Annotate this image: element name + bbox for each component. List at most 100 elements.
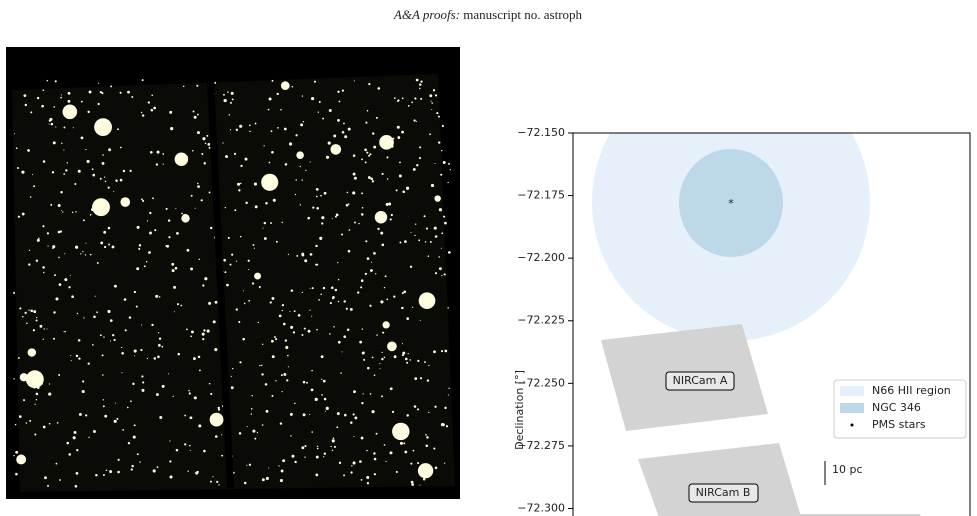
star — [88, 436, 90, 439]
star — [16, 454, 27, 465]
star — [425, 227, 429, 230]
star — [406, 414, 409, 417]
star — [243, 302, 246, 305]
star — [60, 96, 63, 99]
star — [377, 87, 381, 90]
star — [331, 218, 333, 220]
star — [206, 329, 210, 333]
star — [190, 267, 194, 271]
star — [285, 345, 289, 349]
star — [444, 406, 447, 410]
star — [364, 148, 367, 152]
star — [141, 324, 143, 326]
star — [197, 182, 199, 185]
star — [282, 459, 286, 463]
star — [386, 298, 389, 301]
star — [109, 319, 113, 322]
star — [376, 334, 378, 336]
star — [117, 128, 119, 131]
star — [107, 226, 111, 230]
star — [310, 388, 314, 392]
star — [397, 99, 400, 102]
star — [278, 465, 280, 467]
star — [210, 226, 213, 230]
star — [97, 102, 100, 106]
star — [171, 127, 173, 129]
star — [210, 392, 213, 396]
star — [143, 265, 146, 268]
star — [356, 291, 360, 294]
star — [230, 386, 234, 390]
star — [358, 222, 360, 225]
star — [52, 141, 56, 145]
star — [170, 127, 174, 131]
y-tick-label: −72.200 — [517, 251, 565, 264]
star — [151, 323, 154, 327]
star — [409, 359, 411, 361]
star — [429, 240, 432, 243]
star — [259, 364, 261, 367]
star — [135, 305, 138, 308]
star — [291, 85, 294, 88]
star — [440, 350, 444, 353]
star — [280, 109, 282, 111]
star — [412, 449, 415, 452]
star — [418, 157, 422, 160]
star — [113, 419, 117, 423]
star — [54, 274, 56, 277]
star — [60, 191, 63, 194]
star — [381, 351, 383, 353]
star — [64, 278, 68, 282]
star — [309, 309, 311, 311]
star — [257, 321, 259, 324]
star — [353, 435, 355, 438]
star — [341, 130, 345, 134]
star — [67, 99, 71, 103]
star — [351, 465, 353, 467]
star — [191, 149, 194, 152]
star — [311, 369, 313, 372]
star — [280, 81, 290, 90]
star — [27, 348, 37, 357]
star — [156, 150, 160, 154]
star — [367, 366, 370, 370]
star — [76, 449, 79, 452]
star — [280, 374, 283, 377]
star — [410, 232, 412, 234]
star — [410, 462, 413, 465]
star — [42, 225, 45, 228]
star — [320, 194, 322, 197]
star — [281, 221, 283, 224]
star — [57, 204, 61, 208]
star — [321, 216, 325, 220]
star — [145, 260, 148, 263]
star — [318, 298, 320, 301]
star — [113, 338, 116, 342]
star — [111, 245, 115, 249]
star — [386, 178, 389, 180]
star — [142, 381, 145, 384]
star — [212, 476, 214, 478]
star — [228, 114, 230, 116]
y-tick-label: −72.300 — [517, 501, 565, 514]
star — [307, 216, 311, 220]
star — [368, 83, 371, 86]
star — [58, 283, 62, 286]
star — [92, 198, 110, 217]
star — [385, 202, 389, 206]
star — [134, 355, 136, 357]
star — [57, 230, 61, 234]
star — [426, 379, 430, 382]
star — [150, 108, 154, 112]
star — [36, 96, 40, 100]
star — [434, 235, 438, 238]
star — [38, 373, 40, 376]
star — [230, 91, 234, 95]
star — [309, 287, 311, 289]
star — [281, 309, 283, 312]
star — [361, 192, 364, 195]
star — [271, 79, 274, 82]
star — [380, 231, 384, 235]
star — [344, 135, 348, 139]
